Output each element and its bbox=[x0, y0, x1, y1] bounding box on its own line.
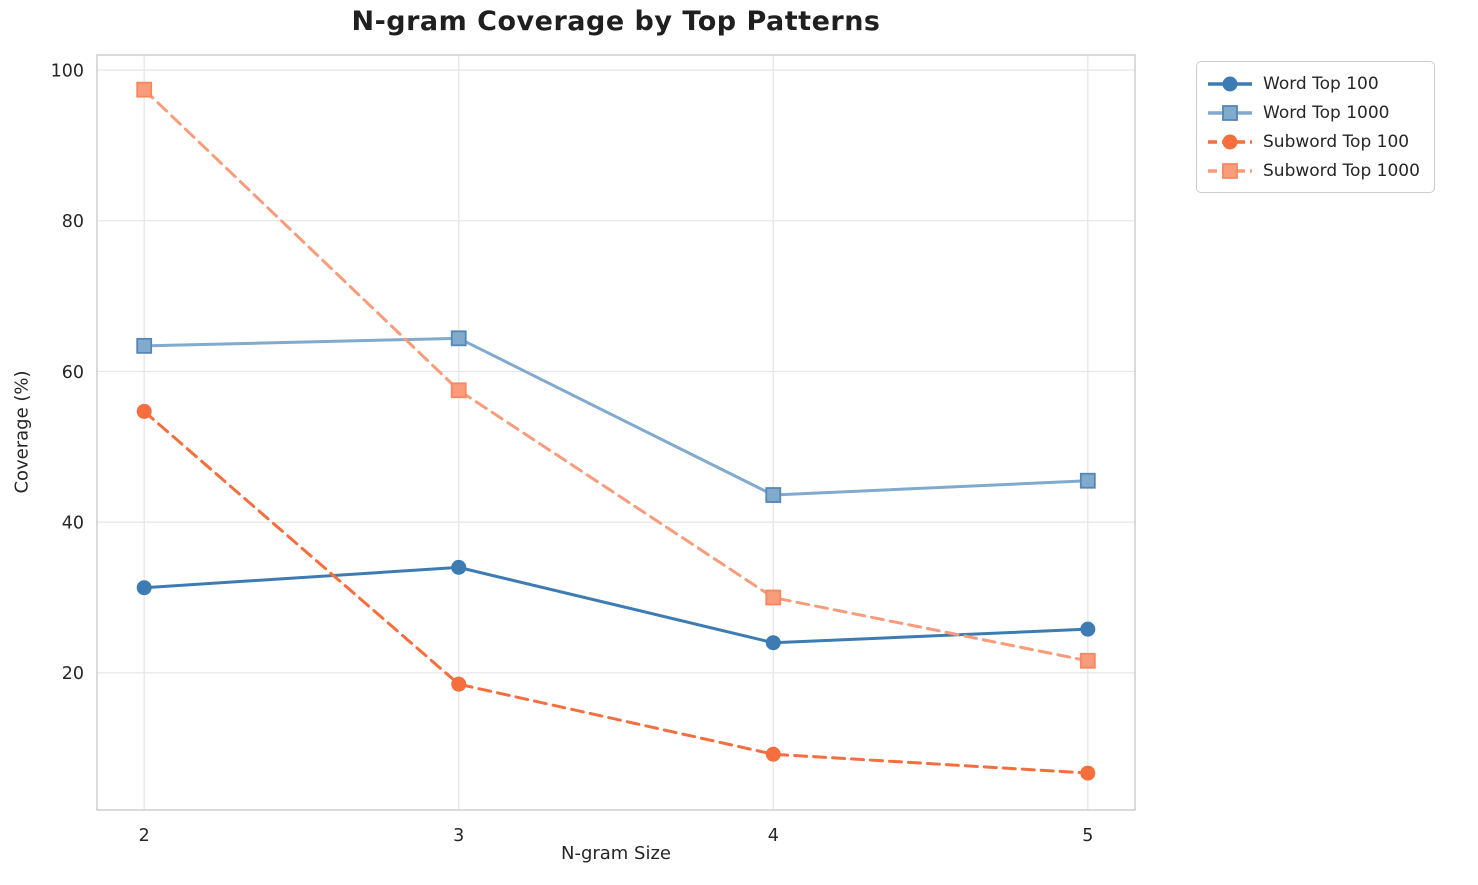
x-tick-label: 2 bbox=[139, 826, 150, 846]
marker-subword-top-100 bbox=[136, 403, 152, 419]
legend-marker-circle bbox=[1222, 134, 1238, 149]
marker-subword-top-1000 bbox=[450, 382, 467, 399]
plot-border bbox=[96, 54, 1136, 811]
marker-subword-top-1000 bbox=[136, 81, 153, 98]
marker-word-top-1000 bbox=[136, 337, 153, 354]
legend-sample-word-top-1000 bbox=[1208, 104, 1252, 121]
x-tick-label: 4 bbox=[768, 826, 779, 846]
legend-item-word-top-100: Word Top 100 bbox=[1207, 69, 1420, 98]
marker-word-top-100 bbox=[765, 635, 781, 651]
marker-subword-top-100 bbox=[765, 746, 781, 762]
marker-word-top-100 bbox=[1080, 621, 1096, 637]
y-tick-label: 20 bbox=[62, 664, 84, 684]
legend-marker-square bbox=[1222, 104, 1238, 121]
legend-label: Word Top 1000 bbox=[1263, 102, 1390, 123]
legend-item-word-top-1000: Word Top 1000 bbox=[1207, 98, 1420, 127]
legend: Word Top 100 Word Top 1000 Subword Top 100… bbox=[1196, 61, 1435, 193]
marker-subword-top-100 bbox=[451, 676, 467, 692]
marker-subword-top-100 bbox=[1080, 765, 1096, 781]
marker-word-top-100 bbox=[136, 580, 152, 596]
legend-sample-word-top-100 bbox=[1208, 76, 1252, 91]
chart-title: N-gram Coverage by Top Patterns bbox=[351, 6, 881, 37]
legend-label: Subword Top 100 bbox=[1263, 131, 1410, 152]
legend-marker-square bbox=[1222, 162, 1238, 179]
series-line-subword-top-100 bbox=[142, 409, 1090, 775]
legend-item-subword-top-1000: Subword Top 1000 bbox=[1207, 156, 1420, 185]
y-tick-label: 80 bbox=[62, 212, 84, 232]
x-tick-label: 3 bbox=[453, 826, 464, 846]
marker-subword-top-1000 bbox=[1079, 652, 1096, 669]
y-tick-label: 100 bbox=[51, 61, 84, 81]
legend-label: Subword Top 1000 bbox=[1263, 160, 1420, 181]
legend-label: Word Top 100 bbox=[1263, 73, 1379, 94]
legend-sample-subword-top-1000 bbox=[1208, 162, 1252, 179]
marker-subword-top-1000 bbox=[765, 589, 782, 606]
x-tick-label: 5 bbox=[1082, 826, 1093, 846]
marker-word-top-1000 bbox=[450, 330, 467, 347]
y-axis-label: Coverage (%) bbox=[11, 370, 33, 494]
series-line-word-top-100 bbox=[142, 565, 1090, 645]
series-line-subword-top-1000 bbox=[142, 88, 1090, 663]
marker-word-top-1000 bbox=[765, 487, 782, 503]
marker-word-top-100 bbox=[451, 559, 467, 575]
y-tick-label: 60 bbox=[62, 363, 84, 383]
y-tick-label: 40 bbox=[62, 513, 84, 533]
legend-marker-circle bbox=[1222, 76, 1238, 91]
legend-item-subword-top-100: Subword Top 100 bbox=[1207, 127, 1420, 156]
x-axis-label: N-gram Size bbox=[560, 843, 672, 864]
series-line-word-top-1000 bbox=[142, 336, 1090, 497]
legend-sample-subword-top-100 bbox=[1208, 134, 1252, 149]
marker-word-top-1000 bbox=[1079, 472, 1096, 489]
